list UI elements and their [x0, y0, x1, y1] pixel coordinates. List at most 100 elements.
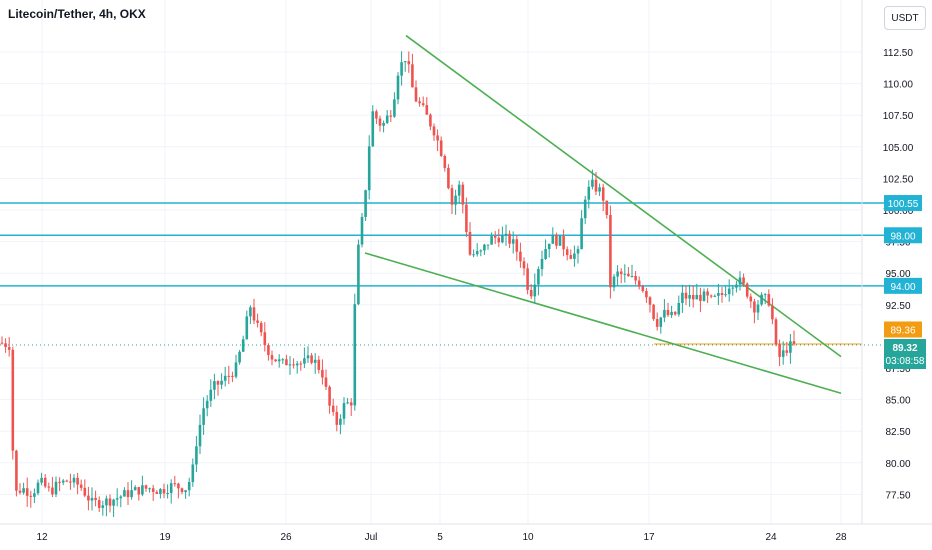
candle-body — [681, 292, 684, 303]
candle-body — [468, 231, 472, 255]
candle-body — [123, 490, 126, 497]
candle-body — [112, 499, 115, 506]
price-tick-label: 102.50 — [883, 174, 914, 185]
candle-body — [493, 236, 497, 238]
candle-body — [634, 275, 637, 281]
candle-body — [684, 292, 688, 299]
level-tag — [884, 277, 922, 294]
candle-body — [195, 446, 198, 465]
candle-body — [735, 284, 738, 288]
candle-body — [58, 481, 61, 483]
candles — [0, 51, 796, 517]
candle-body — [439, 140, 443, 156]
level-tag-label: 94.00 — [890, 282, 915, 293]
candle-body — [79, 484, 83, 488]
candle-body — [241, 339, 245, 352]
candle-body — [429, 114, 432, 127]
candle-body — [594, 179, 598, 192]
candle-body — [497, 237, 501, 243]
candle-body — [659, 317, 663, 327]
candle-body — [573, 253, 576, 259]
candle-body — [349, 402, 353, 406]
candle-body — [33, 493, 36, 497]
candle-body — [159, 489, 162, 494]
candle-body — [731, 287, 735, 289]
candle-body — [342, 403, 346, 419]
candle-body — [285, 359, 288, 366]
candle-body — [501, 235, 504, 243]
candle-body — [396, 75, 400, 100]
time-tick-label: 5 — [437, 532, 443, 543]
candle-body — [490, 236, 493, 245]
candle-body — [641, 286, 645, 291]
candle-body — [619, 271, 623, 275]
price-tick-label: 92.50 — [885, 301, 910, 312]
level-tag-label: 100.55 — [888, 199, 919, 210]
currency-button[interactable]: USDT — [884, 6, 926, 30]
candle-body — [256, 320, 259, 323]
level-tag — [884, 227, 922, 244]
candle-body — [605, 200, 609, 215]
candle-body — [72, 477, 76, 483]
candle-body — [367, 146, 371, 191]
candle-body — [61, 480, 65, 483]
candle-body — [663, 309, 666, 318]
candle-body — [558, 235, 562, 246]
price-tick-label: 95.00 — [885, 269, 910, 280]
candle-body — [688, 295, 691, 299]
candle-body — [184, 490, 187, 493]
candle-body — [205, 400, 209, 409]
time-tick-label: 26 — [280, 532, 292, 543]
candle-body — [133, 487, 137, 491]
candle-body — [418, 101, 421, 104]
candle-body — [792, 341, 796, 344]
candle-body — [346, 402, 349, 404]
candle-body — [403, 61, 407, 63]
price-axis: 77.5080.0082.5085.0087.5092.5095.0097.50… — [883, 48, 914, 501]
candle-body — [713, 295, 717, 297]
candle-body — [40, 477, 43, 483]
candle-body — [115, 498, 119, 500]
candle-body — [785, 350, 789, 353]
candle-body — [702, 291, 706, 301]
time-tick-label: 24 — [765, 532, 777, 543]
candle-body — [202, 408, 205, 425]
candle-body — [767, 294, 771, 306]
candle-body — [515, 239, 519, 252]
time-tick-label: 10 — [522, 532, 534, 543]
candle-body — [432, 126, 436, 136]
candle-body — [591, 179, 594, 187]
candle-body — [83, 487, 87, 496]
candle-body — [630, 275, 634, 277]
candle-body — [763, 294, 767, 296]
price-tick-label: 112.50 — [883, 48, 913, 59]
candle-body — [97, 500, 101, 508]
candle-body — [652, 304, 655, 320]
candle-body — [385, 115, 389, 123]
candle-body — [378, 118, 382, 126]
candle-body — [18, 490, 22, 493]
candle-body — [151, 488, 155, 492]
candle-body — [447, 167, 450, 189]
candle-body — [677, 302, 681, 315]
candle-body — [511, 239, 515, 244]
candle-body — [90, 497, 94, 501]
candle-body — [22, 488, 25, 493]
candle-body — [400, 62, 403, 76]
candle-body — [198, 424, 202, 447]
candle-body — [454, 195, 457, 205]
candle-body — [51, 487, 54, 495]
candle-body — [670, 311, 673, 316]
candle-body — [382, 122, 385, 126]
candle-body — [141, 485, 144, 495]
candle-body — [562, 235, 565, 250]
candle-body — [555, 234, 558, 246]
candle-body — [288, 364, 292, 366]
candle-body — [648, 297, 652, 305]
candle-body — [537, 269, 540, 285]
candle-body — [533, 284, 537, 297]
candle-body — [263, 332, 267, 346]
candle-body — [177, 483, 180, 489]
candle-body — [227, 375, 231, 377]
